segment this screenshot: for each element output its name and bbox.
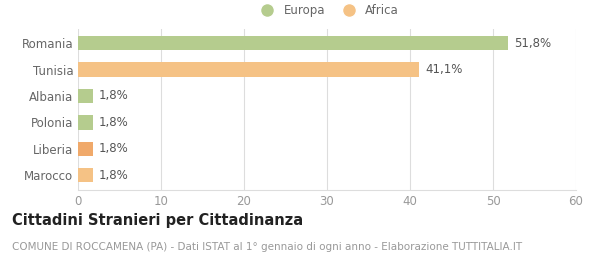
Bar	[78, 115, 93, 130]
Text: 1,8%: 1,8%	[99, 89, 128, 102]
Bar	[78, 168, 93, 183]
Bar	[78, 89, 93, 103]
Bar	[78, 141, 93, 156]
Text: 1,8%: 1,8%	[99, 116, 128, 129]
Text: 1,8%: 1,8%	[99, 169, 128, 182]
Bar	[78, 36, 508, 50]
Text: Cittadini Stranieri per Cittadinanza: Cittadini Stranieri per Cittadinanza	[12, 213, 303, 228]
Text: 1,8%: 1,8%	[99, 142, 128, 155]
Legend: Europa, Africa: Europa, Africa	[250, 0, 404, 22]
Text: COMUNE DI ROCCAMENA (PA) - Dati ISTAT al 1° gennaio di ogni anno - Elaborazione : COMUNE DI ROCCAMENA (PA) - Dati ISTAT al…	[12, 242, 522, 252]
Bar	[78, 62, 419, 77]
Text: 51,8%: 51,8%	[514, 37, 551, 50]
Text: 41,1%: 41,1%	[425, 63, 463, 76]
